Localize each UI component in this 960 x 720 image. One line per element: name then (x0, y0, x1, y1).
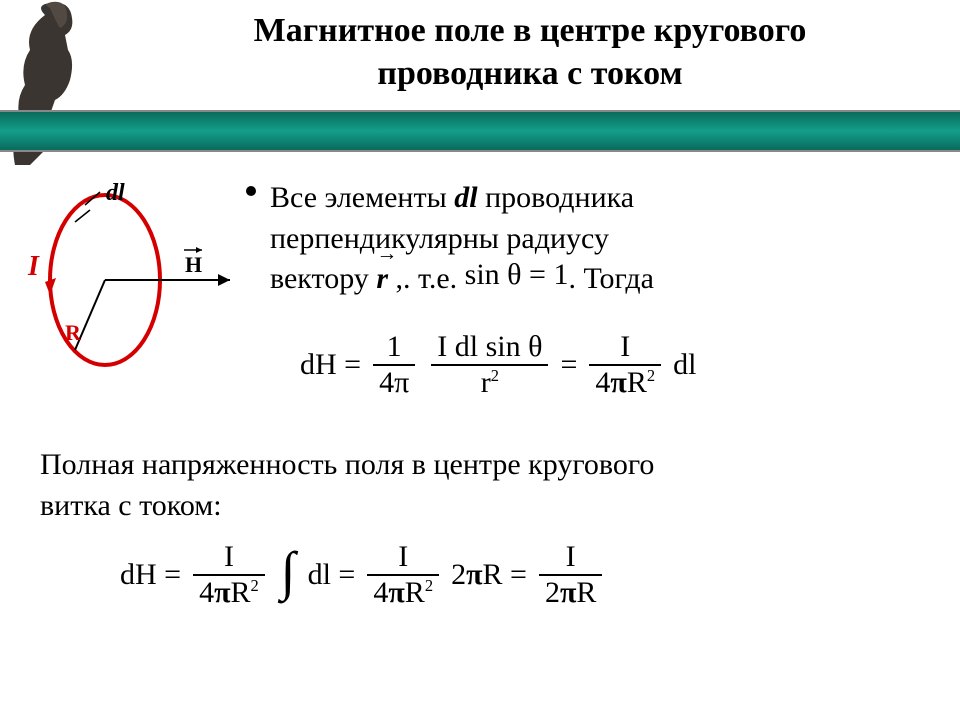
lhs: dH = (300, 348, 361, 382)
label-I: I (27, 251, 40, 282)
formula-dH: dH = 1 4π I dl sin θ r2 = I 4πR2 dl (300, 330, 930, 400)
text: вектору (270, 262, 376, 295)
label-R: R (65, 320, 82, 345)
text: . Тогда (568, 262, 653, 295)
integral-sign: ∫ (281, 540, 296, 602)
label-H: H (185, 252, 202, 277)
text: перпендикулярны радиусу (270, 222, 609, 255)
lhs: dH = (120, 558, 181, 592)
body-paragraph-2: Полная напряженность поля в центре круго… (40, 445, 930, 526)
text: проводника (478, 181, 634, 214)
tail: dl (673, 348, 696, 382)
body-paragraph-1: Все элементы dl проводника перпендикуляр… (270, 178, 930, 300)
bullet-icon (246, 186, 256, 196)
text: Все элементы (270, 181, 454, 214)
text: dl = (308, 558, 356, 592)
text: ,. т.е. (388, 262, 465, 295)
fraction: I dl sin θ r2 (431, 330, 548, 400)
title-line-2: проводника с током (377, 55, 682, 92)
circular-loop-diagram: I R dl H (20, 170, 250, 390)
slide-title: Магнитное поле в центре кругового провод… (130, 10, 930, 95)
label-dl: dl (106, 180, 125, 206)
vector-r: r (376, 259, 388, 300)
text-dl: dl (454, 181, 477, 214)
fraction: I 2πR (539, 540, 602, 610)
formula-integral: dH = I 4πR2 ∫ dl = I 4πR2 2πR = I 2πR (120, 540, 930, 610)
fraction: I 4πR2 (367, 540, 439, 610)
fraction: 1 4π (373, 330, 415, 400)
fraction: I 4πR2 (589, 330, 661, 400)
sin-equation: sin θ = 1 (465, 258, 569, 291)
fraction: I 4πR2 (193, 540, 265, 610)
title-line-1: Магнитное поле в центре кругового (254, 12, 807, 49)
text: витка с током: (40, 489, 222, 522)
text: Полная напряженность поля в центре круго… (40, 448, 654, 481)
decorative-band (0, 110, 960, 152)
equals: = (560, 348, 577, 382)
